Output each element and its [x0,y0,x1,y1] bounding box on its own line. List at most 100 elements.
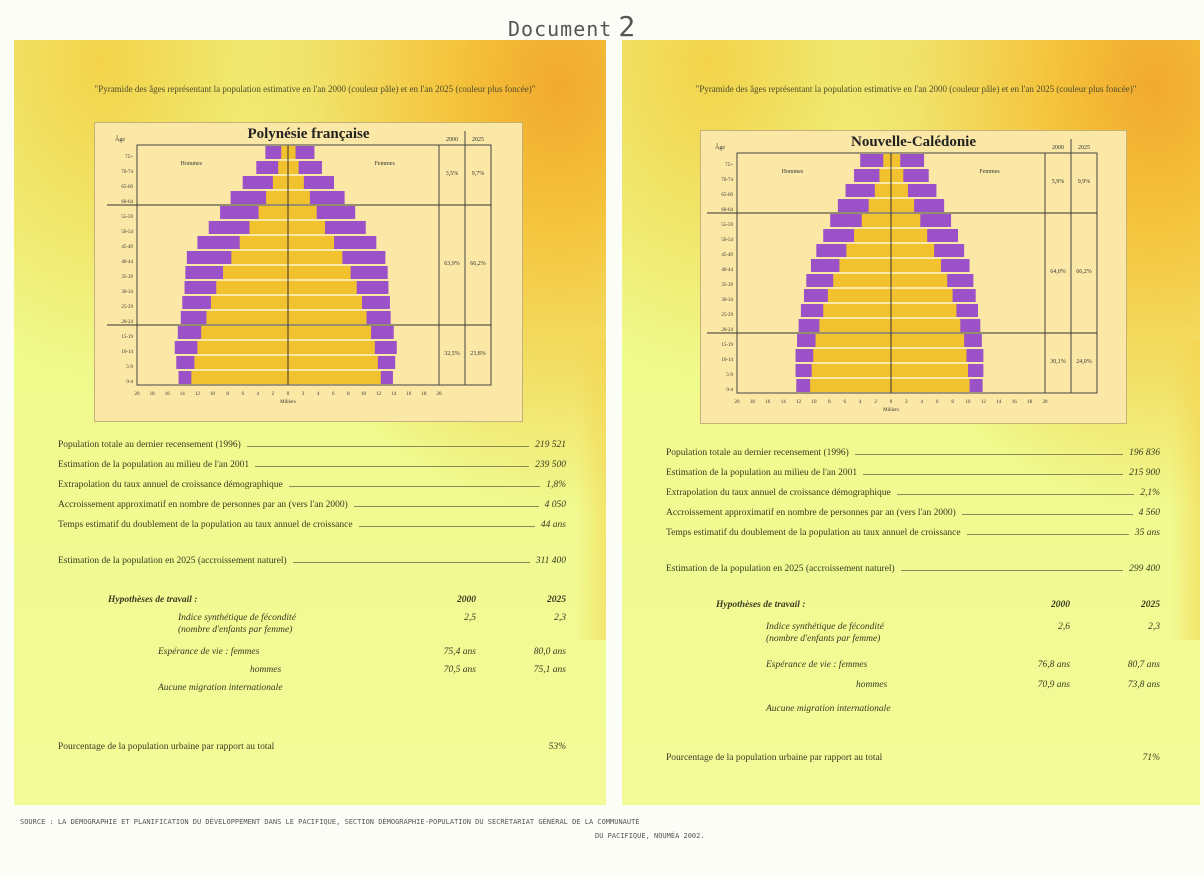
pyramid-box: Nouvelle-Calédonie 0-4 5-9 10-14 15-19 20-24… [700,130,1127,424]
bar-men-2000 [868,199,891,212]
bar-men-2000 [210,296,288,309]
x-tick-label: 12 [195,392,201,397]
x-tick-label: 10 [966,400,972,405]
x-tick-label: 8 [828,400,831,405]
bar-women-2000 [891,319,961,332]
x-tick-label: 18 [150,392,156,397]
x-tick-label: 2 [905,400,908,405]
x-tick-label: 16 [406,392,412,397]
bar-men-2000 [861,214,891,227]
x-tick-label: 8 [226,392,229,397]
share-2025: 23,8% [470,351,486,357]
bar-women-2000 [891,334,965,347]
share-2025: 66,2% [470,261,486,267]
age-tick-label: 0-4 [126,380,133,385]
age-tick-label: 20-24 [121,320,133,325]
age-tick-label: 45-49 [121,245,133,250]
bar-men-2000 [197,341,288,354]
bar-women-2000 [288,356,378,369]
stats-list: Population totale au dernier recensement… [58,430,566,566]
x-tick-label: 2 [874,400,877,405]
stat-row: Extrapolation du taux annuel de croissan… [58,480,566,490]
bar-women-2000 [288,311,367,324]
x-tick-label: 10 [812,400,818,405]
x-tick-label: 2 [302,392,305,397]
age-tick-label: 10-14 [721,358,733,363]
age-tick-label: 75+ [725,163,733,168]
bar-women-2000 [891,349,967,362]
x-tick-label: 4 [257,392,260,397]
age-axis-label: Âge [115,135,125,143]
pyramid-caption: "Pyramide des âges représentant la popul… [94,84,536,94]
men-label: Hommes [782,169,804,175]
age-tick-label: 35-39 [121,275,133,280]
age-tick-label: 30-34 [121,290,133,295]
age-tick-label: 40-44 [121,260,133,265]
share-2000: 5,9% [1052,179,1065,185]
x-tick-label: 6 [844,400,847,405]
bar-men-2000 [194,356,288,369]
bar-women-2000 [891,229,928,242]
age-tick-label: 15-19 [721,343,733,348]
x-tick-label: 6 [332,392,335,397]
share-2000: 64,0% [1050,269,1066,275]
x-tick-label: 4 [921,400,924,405]
stat-row: Accroissement approximatif en nombre de … [58,500,566,510]
bar-women-2000 [288,281,357,294]
bar-women-2000 [891,274,948,287]
x-tick-label: 14 [996,400,1002,405]
x-tick-label: 6 [936,400,939,405]
age-tick-label: 45-49 [721,253,733,258]
x-tick-label: 16 [765,400,771,405]
bar-men-2025 [860,154,891,167]
x-tick-label: 14 [781,400,787,405]
x-tick-label: 20 [735,400,741,405]
age-tick-label: 35-39 [721,283,733,288]
bar-women-2000 [891,259,942,272]
stat-row: Estimation de la population au milieu de… [666,468,1160,478]
age-tick-label: 20-24 [721,328,733,333]
share-2025: 66,2% [1076,269,1092,275]
stat-row: Extrapolation du taux annuel de croissan… [666,488,1160,498]
age-tick-label: 50-54 [721,238,733,243]
x-tick-label: 16 [1012,400,1018,405]
bar-men-2000 [810,379,891,392]
document-title: Document 2 [508,10,637,43]
bar-women-2000 [891,169,904,182]
bar-men-2000 [846,244,891,257]
share-2000: 32,5% [444,351,460,357]
women-label: Femmes [374,161,395,167]
share-2000: 3,5% [446,171,459,177]
col-year-2000: 2000 [446,137,458,143]
stat-row: Population totale au dernier recensement… [58,440,566,450]
bar-men-2000 [223,266,288,279]
share-2025: 24,0% [1076,359,1092,365]
stat-row: Accroissement approximatif en nombre de … [666,508,1160,518]
bar-women-2000 [288,176,304,189]
bar-women-2000 [891,214,921,227]
bar-men-2000 [813,349,891,362]
bar-men-2000 [819,319,891,332]
x-tick-label: 4 [317,392,320,397]
bar-men-2000 [854,229,891,242]
bar-men-2000 [239,236,288,249]
x-tick-label: 8 [347,392,350,397]
x-tick-label: 2 [272,392,275,397]
age-tick-label: 30-34 [721,298,733,303]
bar-men-2000 [249,221,288,234]
bar-women-2000 [288,161,299,174]
col-year-2025: 2025 [1078,145,1090,151]
pyramid-title: Polynésie française [247,126,370,142]
bar-women-2000 [288,251,343,264]
col-year-2000: 2000 [1052,145,1064,151]
x-tick-label: 12 [376,392,382,397]
x-tick-label: 8 [951,400,954,405]
bar-men-2000 [833,274,891,287]
x-tick-label: 4 [859,400,862,405]
bar-men-2000 [827,289,891,302]
age-tick-label: 40-44 [721,268,733,273]
age-tick-label: 70-74 [121,170,133,175]
x-tick-label: 10 [361,392,367,397]
x-tick-label: 0 [287,392,290,397]
share-2025: 9,9% [1078,179,1091,185]
